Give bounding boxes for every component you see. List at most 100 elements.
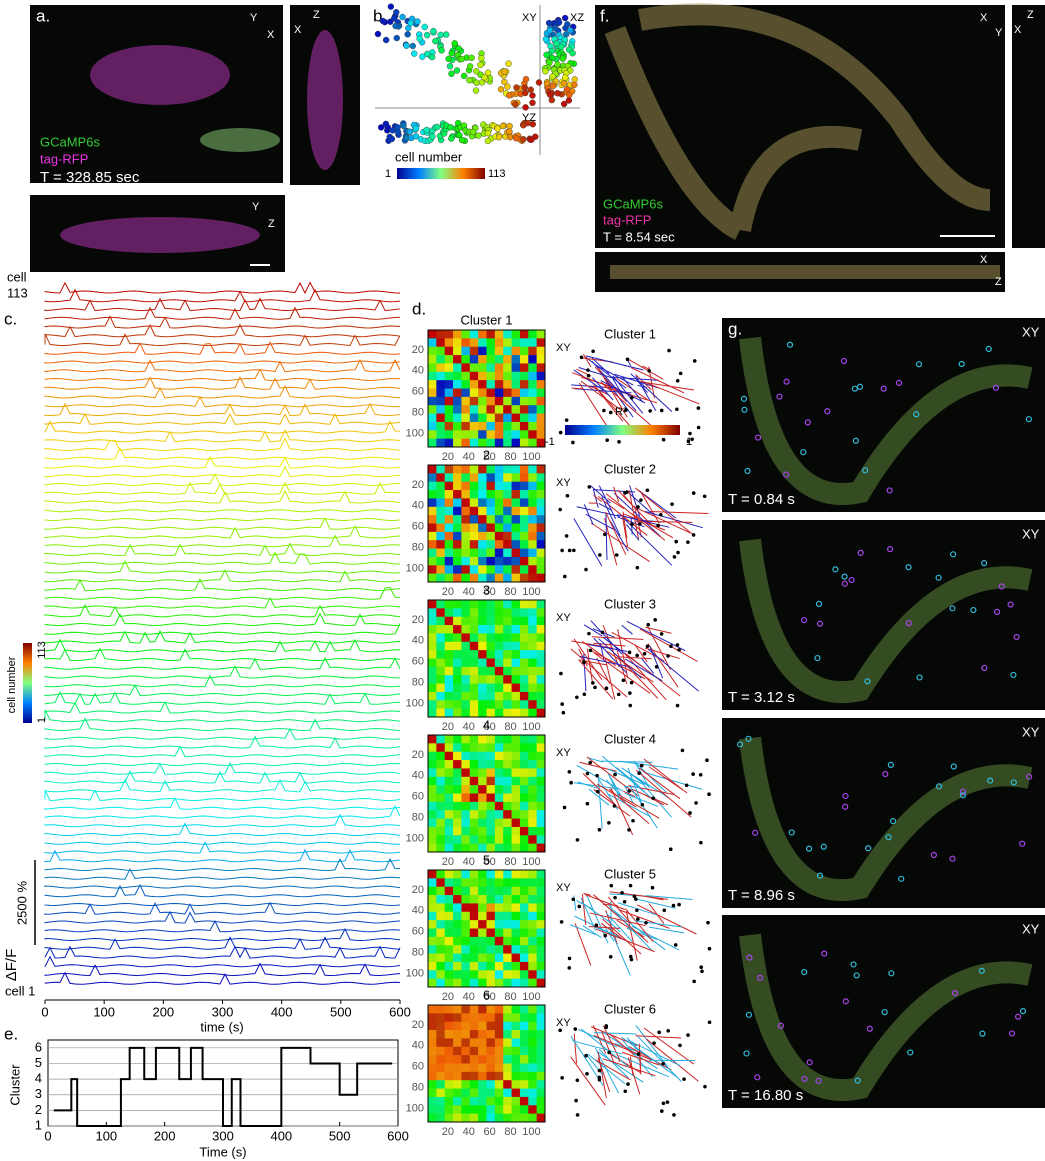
matrix-cell xyxy=(519,793,529,803)
matrix-cell xyxy=(486,895,496,904)
x-tick-label: 20 xyxy=(442,721,454,733)
matrix-cell xyxy=(453,608,462,618)
matrix-cell xyxy=(494,903,504,913)
matrix-cell xyxy=(511,498,521,508)
edge xyxy=(595,928,655,953)
matrix-cell xyxy=(511,355,521,364)
matrix-cell xyxy=(444,600,454,609)
matrix-cell xyxy=(536,768,546,778)
matrix-cell xyxy=(536,523,546,533)
matrix-cell xyxy=(511,801,521,811)
trace xyxy=(44,559,401,574)
matrix-cell xyxy=(444,371,454,381)
matrix-cell xyxy=(469,338,479,348)
cell-dot xyxy=(442,31,450,38)
matrix-cell xyxy=(428,978,437,988)
node xyxy=(660,1109,664,1113)
matrix-cell xyxy=(436,405,446,414)
matrix-cell xyxy=(519,473,529,483)
time: T = 8.54 sec xyxy=(603,229,675,244)
matrix-cell xyxy=(478,438,487,448)
node xyxy=(586,373,591,378)
matrix-cell xyxy=(461,961,471,971)
matrix-cell xyxy=(444,346,454,356)
node xyxy=(646,622,650,627)
matrix-cell xyxy=(486,1105,496,1114)
x-tick-label: 100 xyxy=(522,856,540,868)
node xyxy=(645,488,650,493)
trace xyxy=(44,857,401,871)
matrix-cell xyxy=(478,573,487,583)
tracked-cell xyxy=(882,770,889,778)
matrix-cell xyxy=(494,843,504,853)
matrix-cell xyxy=(444,978,454,988)
matrix-cell xyxy=(478,1055,487,1064)
edge xyxy=(626,927,658,940)
time: T = 16.80 s xyxy=(728,1087,803,1104)
matrix-cell xyxy=(453,911,462,921)
matrix-cell xyxy=(461,818,471,828)
matrix-cell xyxy=(428,465,437,474)
matrix-cell xyxy=(486,625,496,634)
matrix-cell xyxy=(453,616,462,626)
matrix-cell xyxy=(503,1021,512,1031)
matrix-cell xyxy=(444,870,454,879)
tracked-cell xyxy=(821,950,828,957)
matrix-cell xyxy=(469,708,479,718)
matrix-cell xyxy=(511,1080,521,1089)
cell-dot xyxy=(374,30,382,38)
x-tick-label: 80 xyxy=(504,451,516,463)
node xyxy=(706,920,710,925)
trace xyxy=(44,306,401,320)
matrix-cell xyxy=(444,473,454,483)
matrix-cell xyxy=(436,810,446,819)
matrix-cell xyxy=(519,1071,529,1081)
cell-dot xyxy=(571,81,578,89)
matrix-cell xyxy=(444,515,454,524)
matrix-cell xyxy=(494,1088,504,1098)
edge xyxy=(600,922,622,939)
trace xyxy=(44,551,401,565)
matrix-cell xyxy=(528,835,537,844)
node xyxy=(678,371,683,376)
matrix-cell xyxy=(536,928,546,938)
axis: Y xyxy=(250,12,258,24)
matrix-cell xyxy=(503,691,512,701)
matrix-cell xyxy=(503,1071,512,1081)
edge xyxy=(589,912,646,927)
node xyxy=(686,540,690,544)
matrix-cell xyxy=(461,675,471,684)
matrix-cell xyxy=(444,1080,454,1089)
edge xyxy=(640,657,655,674)
matrix-cell xyxy=(494,751,504,761)
matrix-cell xyxy=(461,506,471,516)
matrix-cell xyxy=(494,826,504,836)
matrix-cell xyxy=(511,920,521,929)
x-tick-label: 400 xyxy=(271,1004,293,1019)
edge xyxy=(583,892,591,896)
node xyxy=(635,908,639,913)
matrix-cell xyxy=(503,616,512,626)
matrix-cell xyxy=(469,895,479,904)
node xyxy=(627,650,632,655)
matrix-cell xyxy=(486,355,496,364)
node xyxy=(628,703,633,708)
matrix-cell xyxy=(494,878,504,888)
edge xyxy=(576,506,621,517)
matrix-cell xyxy=(519,396,529,406)
matrix-cell xyxy=(494,691,504,701)
trace xyxy=(44,910,401,924)
cell-dot xyxy=(414,18,421,25)
edge xyxy=(588,757,603,763)
matrix-cell xyxy=(503,473,512,483)
cell-label: 113 xyxy=(7,285,28,300)
matrix-cell xyxy=(478,430,487,439)
cell-dot xyxy=(468,54,475,62)
matrix-cell xyxy=(461,396,471,406)
trace xyxy=(44,429,401,443)
tracked-cell xyxy=(777,1022,784,1029)
matrix-cell xyxy=(528,743,537,753)
matrix-cell xyxy=(486,843,496,853)
matrix-cell xyxy=(469,600,479,609)
cell-dot xyxy=(522,104,529,111)
